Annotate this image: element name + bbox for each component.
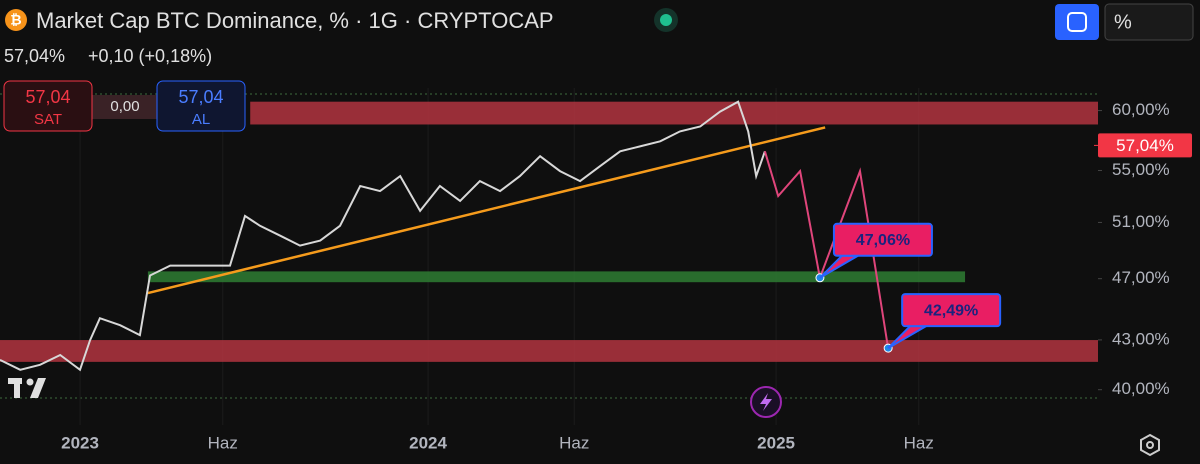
spread-strip [92,95,158,119]
callout-box [901,293,1002,328]
buy-label: AL [192,111,210,128]
x-tick-label: Haz [559,433,589,452]
zone [0,340,1098,362]
sell-label: SAT [34,111,62,128]
settings-center [1146,441,1154,449]
x-tick-label: Haz [208,433,238,452]
buy-button[interactable] [156,80,246,132]
callout-label: 42,49% [924,302,978,319]
x-tick-label: Haz [904,433,934,452]
tv-logo [8,378,46,398]
y-tick-label: 43,00% [1112,329,1170,348]
spread: 0,00 [110,98,139,115]
change: +0,10 (+0,18%) [88,46,212,66]
price: 57,04% [4,46,65,66]
y-tick-label: 40,00% [1112,379,1170,398]
coin-symbol: ₿ [10,12,21,28]
last-price-tag [1098,133,1192,158]
y-tick-label: 55,00% [1112,160,1170,179]
auto-scale-icon [1067,12,1087,32]
zone [250,101,1098,125]
x-tick-label: 2025 [757,433,795,452]
last-price-label: 57,04% [1116,136,1174,155]
callout-label: 47,06% [856,232,910,249]
trendline [147,126,826,295]
auto-scale-button[interactable] [1055,4,1099,40]
price-line [763,151,890,349]
status-dot [660,14,672,26]
sell-button[interactable] [3,80,93,132]
callout-box [832,222,933,257]
lightning [760,393,772,411]
y-tick-label: 51,00% [1112,212,1170,231]
y-tick-label: 60,00% [1112,100,1170,119]
sell-price: 57,04 [25,87,70,107]
plot: 2023 Haz 2024 Haz 2025 Haz 60,00% 55,00% 51,00% 4… [0,88,1192,452]
percent-button[interactable] [1104,3,1194,41]
title: Market Cap BTC Dominance, % · 1G · CRYPT… [36,8,554,33]
x-tick-label: 2023 [61,433,99,452]
x-tick-label: 2024 [409,433,447,452]
buy-price: 57,04 [178,87,223,107]
price-line [0,100,766,372]
y-tick-label: 47,00% [1112,268,1170,287]
percent-label: % [1114,11,1132,33]
coin-icon [5,9,27,31]
zone [147,271,966,283]
settings-icon[interactable] [1140,433,1160,457]
